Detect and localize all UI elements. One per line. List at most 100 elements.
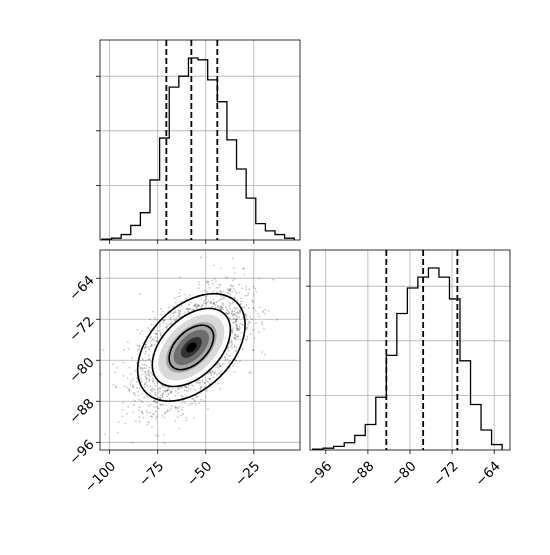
scatter-point bbox=[159, 403, 162, 406]
scatter-point bbox=[251, 318, 254, 320]
scatter-point bbox=[200, 399, 202, 401]
scatter-point bbox=[153, 382, 156, 385]
marginal-2-histogram-step bbox=[311, 267, 503, 450]
scatter-point bbox=[232, 314, 234, 316]
scatter-point bbox=[163, 319, 166, 322]
scatter-point bbox=[122, 361, 125, 364]
scatter-point bbox=[177, 388, 180, 390]
scatter-point bbox=[249, 333, 252, 336]
joint-y-tick-label: −72 bbox=[66, 314, 97, 345]
scatter-point bbox=[223, 295, 226, 298]
scatter-point bbox=[236, 329, 239, 331]
scatter-point bbox=[117, 431, 119, 434]
scatter-point bbox=[153, 388, 155, 391]
scatter-point bbox=[156, 382, 159, 384]
scatter-point bbox=[193, 304, 196, 306]
scatter-point bbox=[247, 323, 250, 326]
scatter-point bbox=[180, 300, 182, 303]
scatter-point bbox=[128, 389, 131, 392]
scatter-point bbox=[121, 408, 124, 411]
scatter-point bbox=[141, 363, 144, 366]
scatter-point bbox=[138, 416, 141, 419]
scatter-point bbox=[234, 334, 237, 336]
scatter-point bbox=[205, 297, 208, 300]
scatter-point bbox=[219, 298, 222, 300]
scatter-point bbox=[144, 350, 147, 353]
scatter-point bbox=[138, 420, 141, 423]
scatter-point bbox=[201, 304, 204, 306]
scatter-point bbox=[238, 312, 240, 314]
scatter-point bbox=[219, 305, 222, 308]
scatter-point bbox=[185, 386, 188, 389]
scatter-point bbox=[192, 417, 195, 420]
scatter-point bbox=[246, 318, 248, 321]
scatter-point bbox=[214, 304, 217, 306]
scatter-point bbox=[154, 392, 157, 394]
scatter-point bbox=[126, 377, 129, 379]
scatter-point bbox=[118, 421, 120, 423]
scatter-point bbox=[140, 399, 143, 402]
scatter-point bbox=[149, 345, 152, 348]
scatter-point bbox=[143, 346, 146, 349]
scatter-point bbox=[146, 424, 149, 427]
scatter-point bbox=[144, 386, 146, 388]
scatter-point bbox=[151, 426, 154, 428]
scatter-point bbox=[161, 393, 164, 395]
scatter-point bbox=[220, 298, 223, 300]
scatter-point bbox=[179, 310, 182, 312]
scatter-point bbox=[198, 379, 201, 382]
scatter-point bbox=[233, 310, 236, 312]
scatter-point bbox=[227, 292, 230, 294]
scatter-point bbox=[263, 327, 265, 330]
scatter-point bbox=[196, 381, 199, 384]
scatter-point bbox=[230, 340, 233, 343]
scatter-point bbox=[157, 435, 160, 438]
scatter-point bbox=[227, 354, 230, 357]
scatter-point bbox=[177, 295, 180, 298]
scatter-point bbox=[178, 310, 181, 313]
scatter-point bbox=[132, 404, 135, 406]
scatter-point bbox=[236, 299, 239, 301]
scatter-point bbox=[159, 325, 161, 328]
scatter-point bbox=[239, 303, 242, 306]
scatter-point bbox=[177, 410, 180, 413]
scatter-point bbox=[166, 395, 168, 398]
scatter-point bbox=[227, 350, 230, 352]
scatter-point bbox=[162, 403, 165, 406]
joint-x-tick-label: −25 bbox=[232, 458, 263, 489]
scatter-point bbox=[127, 347, 130, 350]
scatter-point bbox=[137, 409, 140, 411]
scatter-point bbox=[232, 301, 235, 304]
scatter-point bbox=[177, 316, 180, 319]
scatter-point bbox=[252, 349, 255, 352]
scatter-point bbox=[234, 320, 237, 322]
scatter-point bbox=[138, 344, 141, 347]
scatter-point bbox=[126, 386, 129, 389]
scatter-point bbox=[130, 356, 133, 359]
scatter-point bbox=[198, 305, 201, 307]
scatter-point bbox=[222, 297, 225, 299]
scatter-point bbox=[178, 315, 181, 317]
scatter-point bbox=[149, 360, 152, 363]
scatter-point bbox=[209, 378, 211, 380]
scatter-point bbox=[174, 406, 176, 408]
scatter-point bbox=[149, 337, 152, 339]
scatter-point bbox=[237, 328, 240, 331]
scatter-point bbox=[142, 359, 145, 362]
scatter-point bbox=[180, 414, 183, 417]
scatter-point bbox=[213, 301, 215, 304]
scatter-point bbox=[149, 318, 151, 321]
scatter-point bbox=[226, 277, 229, 279]
scatter-point bbox=[121, 415, 124, 418]
joint-y-tick-label: −88 bbox=[66, 396, 97, 427]
scatter-point bbox=[211, 371, 214, 374]
scatter-point bbox=[235, 323, 238, 326]
scatter-point bbox=[238, 328, 240, 331]
scatter-point bbox=[211, 305, 214, 308]
joint-x-tick-label: −75 bbox=[136, 458, 167, 489]
scatter-point bbox=[151, 310, 154, 313]
scatter-point bbox=[161, 396, 164, 399]
scatter-point bbox=[184, 401, 187, 404]
scatter-point bbox=[136, 349, 139, 351]
scatter-point bbox=[232, 317, 235, 320]
